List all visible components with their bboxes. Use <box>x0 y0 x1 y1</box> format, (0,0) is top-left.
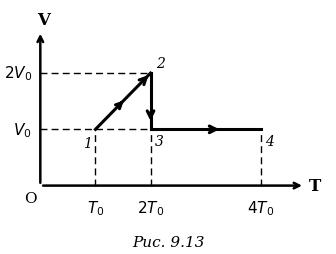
Text: 2: 2 <box>156 57 165 71</box>
Text: $T_0$: $T_0$ <box>87 198 104 217</box>
Text: 4: 4 <box>265 134 274 148</box>
Text: 1: 1 <box>83 137 92 151</box>
Text: $4T_0$: $4T_0$ <box>247 198 274 217</box>
Text: Рис. 9.13: Рис. 9.13 <box>132 235 204 249</box>
Text: $V_0$: $V_0$ <box>13 121 32 139</box>
Text: V: V <box>37 12 49 29</box>
Text: T: T <box>309 177 321 194</box>
Text: 3: 3 <box>155 134 164 148</box>
Text: $2T_0$: $2T_0$ <box>137 198 164 217</box>
Text: $2V_0$: $2V_0$ <box>4 65 32 83</box>
Text: O: O <box>24 191 37 205</box>
